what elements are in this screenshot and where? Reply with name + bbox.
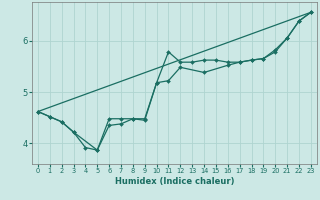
X-axis label: Humidex (Indice chaleur): Humidex (Indice chaleur) (115, 177, 234, 186)
